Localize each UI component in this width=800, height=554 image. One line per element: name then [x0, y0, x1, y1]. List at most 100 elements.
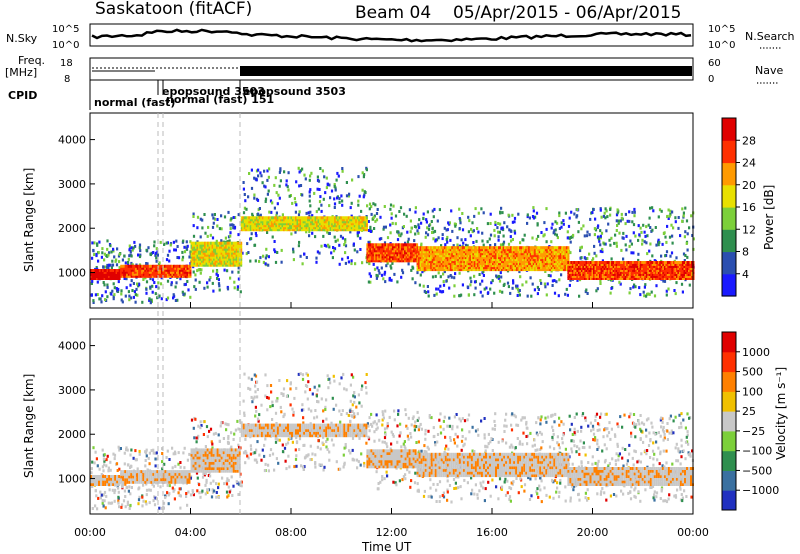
range-gate-cell [558, 248, 561, 252]
range-gate-cell [430, 262, 433, 266]
range-gate-cell [213, 213, 216, 216]
range-gate-cell [263, 226, 266, 230]
range-gate-cell [135, 266, 138, 270]
range-gate-cell [377, 269, 380, 273]
range-gate-cell [469, 262, 472, 266]
range-gate-cell [546, 246, 549, 250]
range-gate-cell [516, 258, 519, 262]
range-gate-cell [401, 271, 405, 275]
range-gate-cell [507, 252, 510, 256]
range-gate-cell [543, 221, 546, 225]
range-gate-cell [102, 275, 105, 278]
range-gate-cell [299, 228, 302, 232]
range-gate-cell [658, 241, 661, 244]
range-gate-cell [620, 269, 623, 272]
range-gate-cell [443, 268, 446, 272]
range-gate-cell [190, 251, 193, 255]
range-gate-cell [232, 241, 235, 245]
range-gate-cell [264, 262, 267, 266]
range-gate-cell [378, 237, 381, 241]
range-gate-cell [413, 259, 416, 263]
range-gate-cell [192, 212, 195, 216]
range-gate-cell [361, 261, 364, 265]
range-gate-cell [416, 271, 419, 275]
range-gate-cell [522, 266, 525, 270]
range-gate-cell [278, 224, 281, 228]
range-gate-cell [599, 273, 601, 276]
range-gate-cell [104, 298, 107, 302]
range-gate-cell [384, 255, 387, 259]
range-gate-cell [148, 268, 151, 272]
range-gate-cell [602, 277, 604, 280]
range-gate-cell [531, 268, 534, 272]
range-gate-cell [217, 282, 221, 286]
range-gate-cell [263, 220, 266, 224]
range-gate-cell [210, 245, 213, 249]
range-gate-cell [186, 244, 189, 248]
range-gate-cell [272, 224, 275, 228]
range-gate-cell [207, 251, 210, 255]
range-gate-cell [489, 287, 492, 291]
range-gate-cell [400, 275, 403, 279]
range-gate-cell [317, 226, 320, 230]
range-gate-cell [106, 275, 109, 278]
range-gate-cell [319, 228, 322, 232]
range-gate-cell [664, 254, 667, 258]
range-gate-cell [443, 246, 446, 250]
range-gate-cell [127, 270, 130, 274]
range-gate-cell [408, 251, 411, 255]
range-gate-cell [189, 274, 192, 278]
range-gate-cell [267, 220, 270, 224]
range-gate-cell [134, 244, 137, 248]
range-gate-cell [408, 245, 411, 249]
range-gate-cell [211, 281, 214, 285]
range-gate-cell [627, 273, 630, 276]
range-gate-cell [554, 232, 557, 236]
range-gate-cell [341, 224, 344, 228]
range-gate-cell [461, 254, 464, 258]
range-gate-cell [529, 262, 532, 266]
range-gate-cell [222, 245, 225, 249]
range-gate-cell [442, 268, 445, 272]
range-gate-cell [237, 257, 240, 261]
range-gate-cell [235, 253, 238, 257]
range-gate-cell [584, 273, 586, 276]
range-gate-cell [559, 268, 562, 272]
range-gate-cell [95, 266, 98, 269]
range-gate-cell [144, 270, 147, 274]
range-gate-cell [395, 257, 397, 261]
range-gate-cell [190, 255, 193, 259]
range-gate-cell [577, 267, 580, 270]
range-gate-cell [183, 245, 186, 249]
range-gate-cell [130, 266, 133, 270]
range-gate-cell [440, 268, 443, 272]
range-gate-cell [489, 254, 491, 258]
range-gate-cell [301, 222, 303, 226]
range-gate-cell [567, 267, 570, 270]
range-gate-cell [132, 282, 135, 285]
range-gate-cell [229, 223, 232, 227]
range-gate-cell [156, 264, 159, 268]
range-gate-cell [425, 260, 428, 264]
range-gate-cell [335, 220, 338, 224]
range-gate-cell [251, 214, 254, 218]
range-gate-cell [232, 263, 235, 267]
range-gate-cell [469, 264, 472, 268]
range-gate-cell [481, 262, 484, 266]
range-gate-cell [383, 247, 385, 251]
range-gate-cell [267, 175, 270, 179]
range-gate-cell [454, 264, 457, 268]
range-gate-cell [564, 264, 567, 268]
range-gate-cell [386, 249, 388, 253]
range-gate-cell [461, 283, 464, 287]
range-gate-cell [416, 266, 419, 270]
range-gate-cell [424, 248, 427, 252]
range-gate-cell [594, 265, 597, 268]
range-gate-cell [540, 260, 543, 264]
range-gate-cell [373, 267, 377, 271]
range-gate-cell [490, 254, 493, 258]
cpid-mode-1: epopsound 3503 [162, 85, 265, 98]
range-gate-cell [353, 218, 356, 222]
range-gate-cell [599, 265, 601, 268]
range-gate-cell [538, 262, 541, 266]
